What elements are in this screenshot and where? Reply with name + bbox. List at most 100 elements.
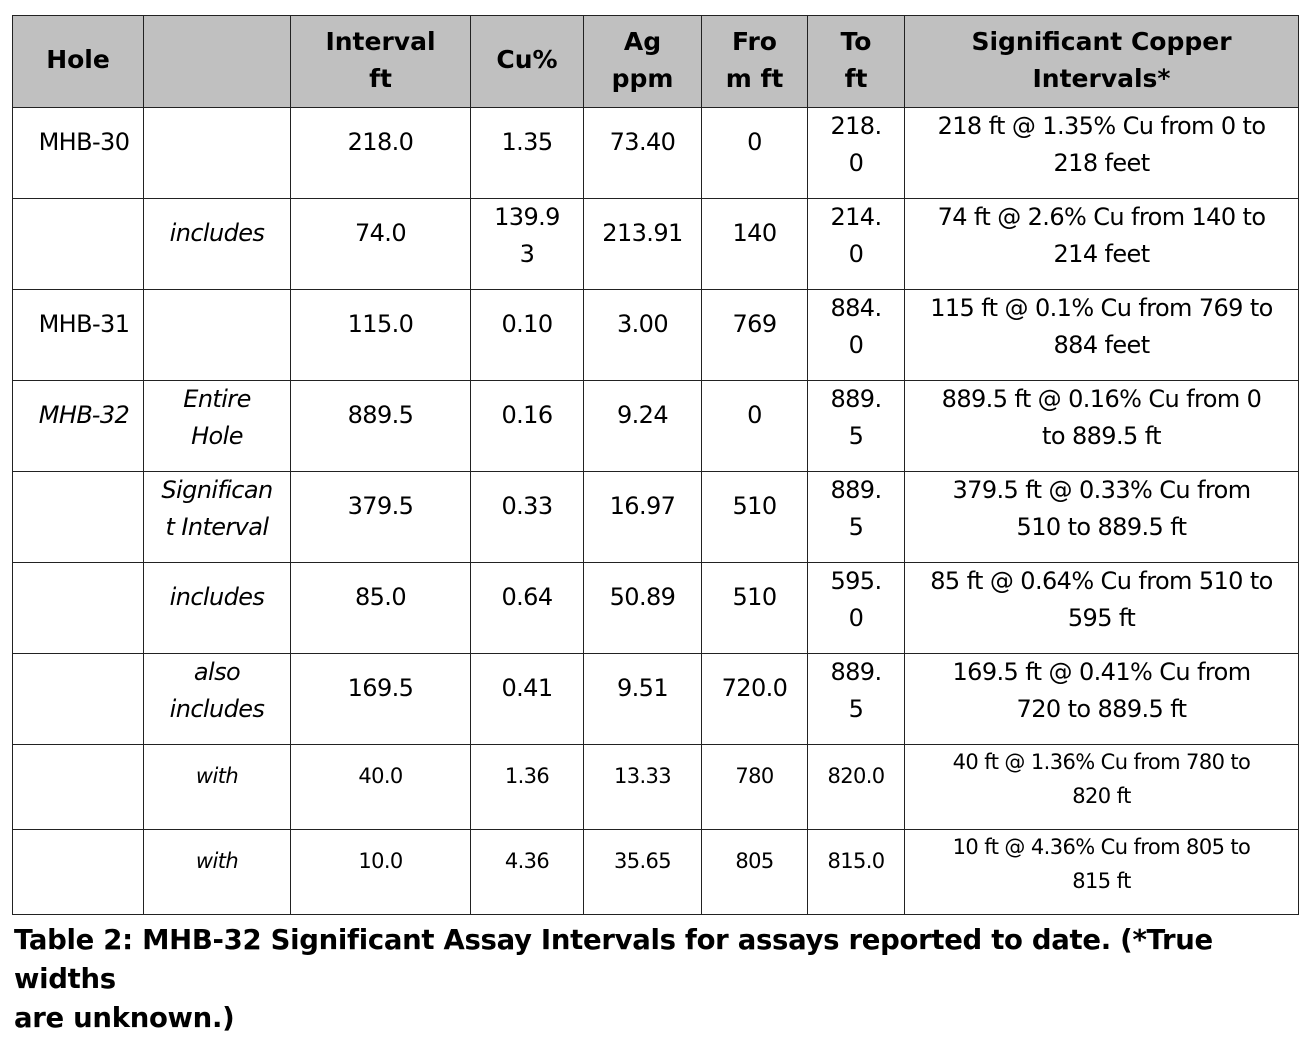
table-caption: Table 2: MHB-32 Significant Assay Interv… (14, 921, 1304, 1038)
cell-description: 115 ft @ 0.1% Cu from 769 to 884 feet (904, 289, 1299, 381)
table-row: MHB-31 115.0 0.10 3.00 769 884. 0 115 ft … (12, 289, 1299, 381)
table-row: with 10.0 4.36 35.65 805 815.0 10 ft @ 4… (12, 829, 1299, 915)
cell-text: 510 to 889.5 ft (1016, 513, 1188, 541)
cell-text: 0 (848, 240, 864, 268)
cell-text: 884 feet (1053, 331, 1150, 359)
cell-text: 889. (830, 658, 882, 686)
cell-text: 40 ft @ 1.36% Cu from 780 to (952, 750, 1251, 774)
cell-description: 10 ft @ 4.36% Cu from 805 to 815 ft (904, 829, 1299, 915)
cell-text: 85 ft @ 0.64% Cu from 510 to (930, 567, 1273, 595)
cell-text: 884. (830, 294, 882, 322)
header-text: Intervals* (1032, 63, 1171, 93)
cell-text: Hole (191, 422, 243, 450)
cell-hole: MHB-32 (12, 380, 144, 472)
cell-hole: MHB-30 (12, 107, 144, 199)
table-row: MHB-30 218.0 1.35 73.40 0 218. 0 218 ft @… (12, 107, 1299, 199)
cell-hole (12, 471, 144, 563)
cell-description: 40 ft @ 1.36% Cu from 780 to 820 ft (904, 744, 1299, 830)
cell-from: 510 (701, 562, 808, 654)
cell-text: 720 to 889.5 ft (1016, 695, 1188, 723)
cell-text: 74 ft @ 2.6% Cu from 140 to (937, 203, 1266, 231)
cell-interval: 218.0 (290, 107, 471, 199)
cell-cu: 0.64 (470, 562, 584, 654)
cell-qualifier: with (143, 744, 291, 830)
header-ag: Ag ppm (583, 15, 702, 108)
assay-intervals-table: Hole Interval ft Cu% Ag ppm Fro m ft To ft S… (12, 15, 1299, 915)
table-row: includes 85.0 0.64 50.89 510 595. 0 85 ft… (12, 562, 1299, 654)
cell-interval: 115.0 (290, 289, 471, 381)
cell-qualifier (143, 107, 291, 199)
header-text: ppm (611, 63, 674, 93)
cell-ag: 213.91 (583, 198, 702, 290)
cell-to: 884. 0 (807, 289, 905, 381)
cell-ag: 73.40 (583, 107, 702, 199)
cell-text: 218. (830, 112, 882, 140)
cell-to: 218. 0 (807, 107, 905, 199)
cell-text: 595 ft (1067, 604, 1136, 632)
cell-hole (12, 198, 144, 290)
cell-to: 214. 0 (807, 198, 905, 290)
cell-to: 889. 5 (807, 653, 905, 745)
cell-qualifier: includes (143, 562, 291, 654)
cell-text: 0 (848, 604, 864, 632)
cell-to: 595. 0 (807, 562, 905, 654)
cell-ag: 35.65 (583, 829, 702, 915)
cell-text: 889.5 ft @ 0.16% Cu from 0 (941, 385, 1262, 413)
header-text: To (840, 26, 872, 56)
cell-interval: 74.0 (290, 198, 471, 290)
table-row: Significan t Interval 379.5 0.33 16.97 51… (12, 471, 1299, 563)
cell-from: 0 (701, 380, 808, 472)
table-row: includes 74.0 139.9 3 213.91 140 214. 0 74… (12, 198, 1299, 290)
cell-description: 74 ft @ 2.6% Cu from 140 to 214 feet (904, 198, 1299, 290)
cell-text: to 889.5 ft (1042, 422, 1162, 450)
cell-text: 139.9 (494, 203, 560, 231)
cell-text: 218 feet (1053, 149, 1150, 177)
header-text: Cu% (496, 45, 558, 74)
header-text: Ag (623, 26, 662, 56)
cell-text: 218 ft @ 1.35% Cu from 0 to (937, 112, 1266, 140)
cell-text: 5 (848, 695, 864, 723)
header-text: Fro (732, 26, 777, 56)
header-text: ft (369, 63, 392, 93)
cell-text: 0 (848, 149, 864, 177)
header-text: Significant Copper (971, 26, 1232, 56)
cell-text: Entire (183, 385, 251, 413)
cell-text: 5 (848, 513, 864, 541)
cell-qualifier: Entire Hole (143, 380, 291, 472)
cell-description: 85 ft @ 0.64% Cu from 510 to 595 ft (904, 562, 1299, 654)
cell-text: also (193, 658, 241, 686)
cell-text: includes (169, 695, 265, 723)
cell-hole: MHB-31 (12, 289, 144, 381)
cell-hole (12, 744, 144, 830)
cell-text: Significan (161, 476, 273, 504)
table-row: with 40.0 1.36 13.33 780 820.0 40 ft @ 1… (12, 744, 1299, 830)
cell-text: 214. (830, 203, 882, 231)
cell-from: 769 (701, 289, 808, 381)
cell-ag: 16.97 (583, 471, 702, 563)
header-row: Hole Interval ft Cu% Ag ppm Fro m ft To ft S… (12, 15, 1299, 108)
header-text: Hole (46, 45, 110, 74)
cell-text: 595. (830, 567, 882, 595)
cell-interval: 169.5 (290, 653, 471, 745)
header-text: m ft (725, 63, 784, 93)
cell-interval: 379.5 (290, 471, 471, 563)
cell-ag: 3.00 (583, 289, 702, 381)
cell-from: 0 (701, 107, 808, 199)
cell-text: 169.5 ft @ 0.41% Cu from (952, 658, 1252, 686)
cell-text: 0 (848, 331, 864, 359)
cell-ag: 9.51 (583, 653, 702, 745)
header-cu: Cu% (470, 15, 584, 108)
cell-description: 379.5 ft @ 0.33% Cu from 510 to 889.5 ft (904, 471, 1299, 563)
cell-text: 3 (519, 240, 535, 268)
header-interval: Interval ft (290, 15, 471, 108)
cell-description: 889.5 ft @ 0.16% Cu from 0 to 889.5 ft (904, 380, 1299, 472)
cell-qualifier (143, 289, 291, 381)
cell-from: 805 (701, 829, 808, 915)
cell-text: 379.5 ft @ 0.33% Cu from (952, 476, 1252, 504)
cell-qualifier: Significan t Interval (143, 471, 291, 563)
table-row: also includes 169.5 0.41 9.51 720.0 889. 5… (12, 653, 1299, 745)
cell-hole (12, 653, 144, 745)
cell-text: t Interval (165, 513, 270, 541)
cell-hole (12, 562, 144, 654)
cell-from: 510 (701, 471, 808, 563)
